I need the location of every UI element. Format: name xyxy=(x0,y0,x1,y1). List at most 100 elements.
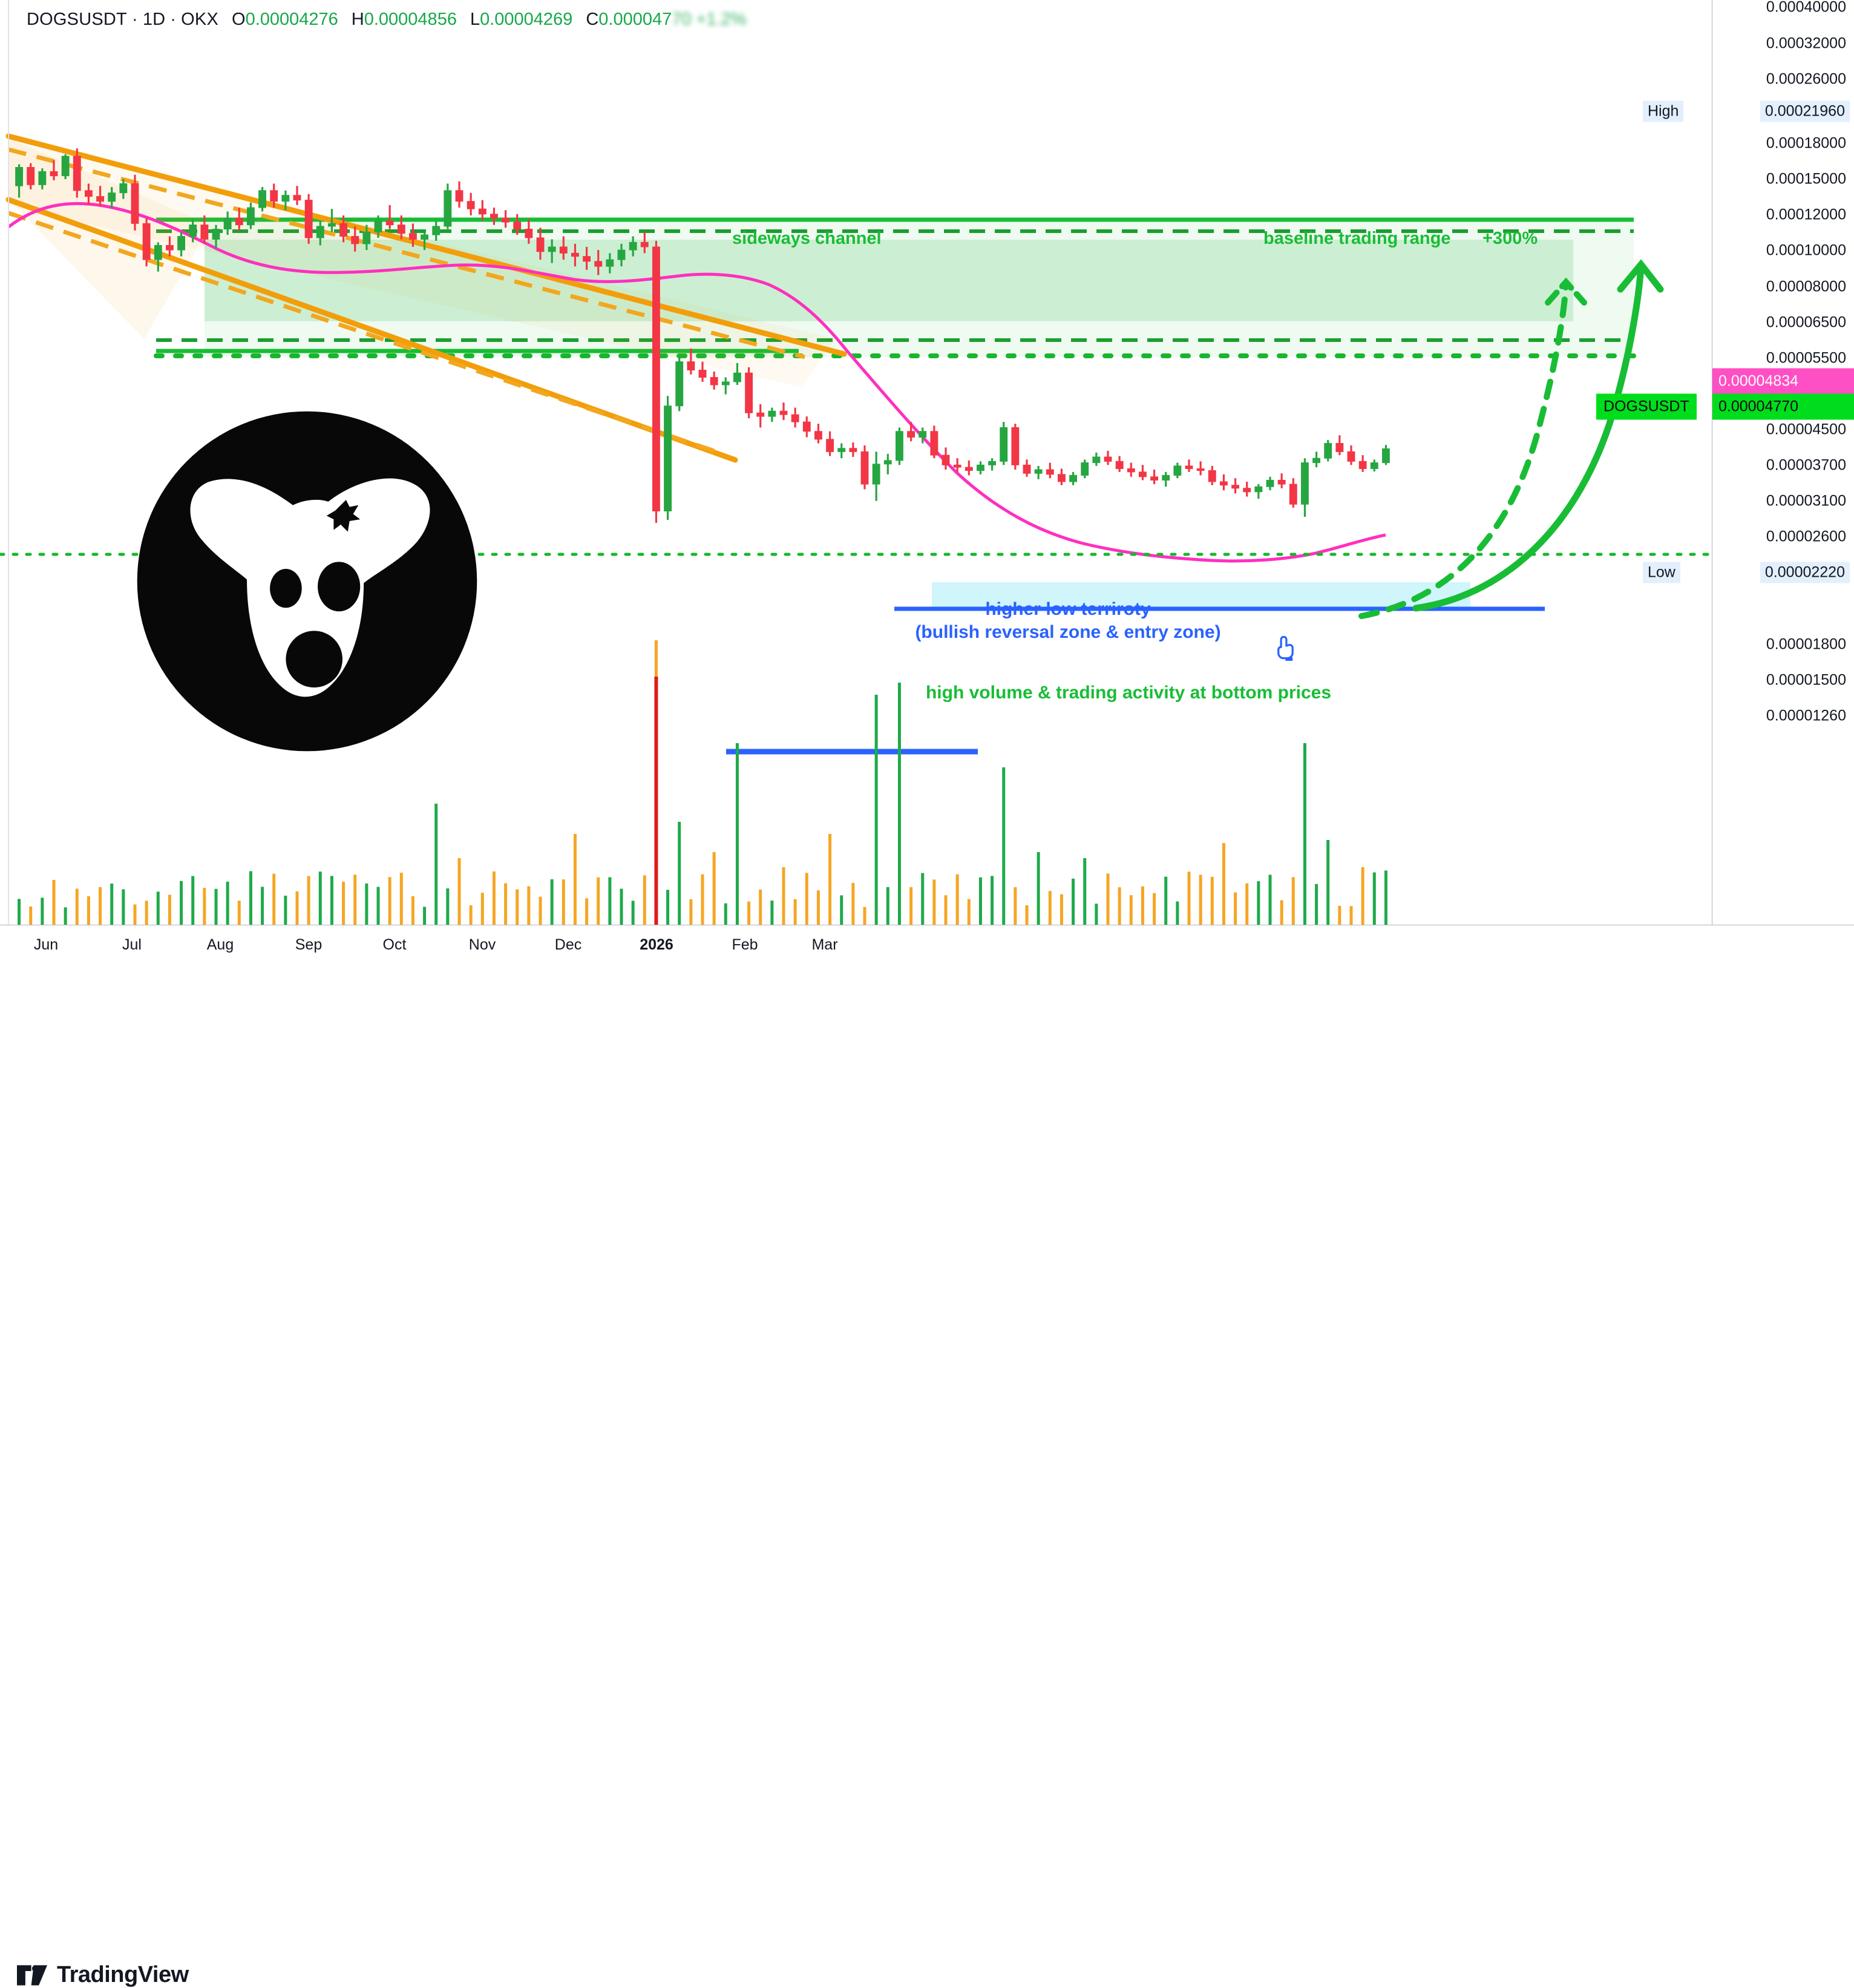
candle-body xyxy=(814,431,822,440)
legend-sep-2: · xyxy=(170,9,177,29)
tradingview-logo[interactable]: TradingView xyxy=(17,1962,189,1988)
candle-body xyxy=(849,448,857,452)
price-tick: 0.00026000 xyxy=(1766,70,1846,88)
candle-body xyxy=(1069,474,1078,482)
candle-body xyxy=(1150,476,1159,481)
price-tick: 0.00032000 xyxy=(1766,34,1846,52)
time-tick: Mar xyxy=(811,936,838,953)
candle-body xyxy=(802,421,811,432)
candle-body xyxy=(455,190,464,202)
time-tick: 2026 xyxy=(640,936,673,953)
time-tick: Jul xyxy=(122,936,142,953)
candle-body xyxy=(872,464,880,485)
chart-legend: DOGSUSDT · 1D · OKX O0.00004276 H 0.00004… xyxy=(27,8,747,30)
candle-body xyxy=(721,381,730,385)
legend-high-label: H xyxy=(351,9,364,29)
price-tick: 0.00003700 xyxy=(1766,456,1846,474)
candle-body xyxy=(907,431,916,438)
time-tick: Aug xyxy=(206,936,234,953)
candle-body xyxy=(594,261,603,267)
candle-body xyxy=(119,183,128,194)
price-tick: 0.00004500 xyxy=(1766,421,1846,438)
candle-body xyxy=(1347,451,1355,462)
legend-open-value: 0.00004276 xyxy=(245,9,338,29)
candle-body xyxy=(768,410,776,417)
candle-body xyxy=(142,223,151,260)
price-tick: 0.00006500 xyxy=(1766,313,1846,331)
annotation-baseline-trading-range: baseline trading range xyxy=(1263,229,1451,248)
candle-body xyxy=(1277,479,1286,485)
candle-body xyxy=(883,460,892,465)
candle-body xyxy=(50,171,58,177)
candle-body xyxy=(1208,470,1216,482)
price-tag-high: High xyxy=(1643,100,1684,122)
candle-body xyxy=(640,241,649,248)
legend-low: L0.00004269 xyxy=(470,10,572,30)
candle-body xyxy=(444,190,452,227)
candle-body xyxy=(583,256,591,262)
tradingview-mark-icon xyxy=(17,1964,47,1986)
price-tick: 0.00002600 xyxy=(1766,528,1846,545)
chart-canvas xyxy=(0,0,1712,925)
candle-body xyxy=(826,439,834,452)
legend-open: O0.00004276 xyxy=(232,10,338,30)
candle-body xyxy=(988,461,997,465)
candle-body xyxy=(965,467,973,471)
legend-interval[interactable]: 1D xyxy=(142,9,166,29)
price-tick-highlight: 0.00021960 xyxy=(1760,100,1850,122)
moving-average-line xyxy=(7,202,1386,563)
wedge-lower-solid xyxy=(5,197,738,463)
legend-exchange[interactable]: OKX xyxy=(181,9,218,29)
candle-body xyxy=(779,410,788,415)
candle-body xyxy=(617,249,626,260)
candle-body xyxy=(1289,484,1297,505)
candle-body xyxy=(1138,471,1147,477)
candle-body xyxy=(1219,481,1228,486)
legend-symbol[interactable]: DOGSUSDT xyxy=(27,9,127,29)
price-tick: 0.00008000 xyxy=(1766,278,1846,295)
candle-body xyxy=(1034,469,1043,474)
candle-body xyxy=(536,237,545,252)
candle-body xyxy=(675,361,684,407)
candle-body xyxy=(408,233,417,240)
projection-arrow-dashed xyxy=(1358,281,1569,619)
candle-body xyxy=(1370,462,1378,469)
legend-close: C0.00004770 +1.2% xyxy=(586,10,746,30)
candle-body xyxy=(513,221,522,230)
candle-body xyxy=(304,200,313,238)
candle-body xyxy=(860,451,869,485)
candle-body xyxy=(478,208,486,215)
chart-plot-area[interactable]: sideways channel baseline trading range … xyxy=(0,0,1712,925)
entry-zone-band xyxy=(932,582,1470,609)
price-tick: 0.00012000 xyxy=(1766,206,1846,223)
candle-body xyxy=(502,217,510,223)
candle-body xyxy=(895,431,903,461)
candle-body xyxy=(154,244,162,260)
candle-body xyxy=(27,166,35,185)
symbol-price-tag: DOGSUSDT xyxy=(1596,393,1697,420)
time-axis[interactable]: Jun Jul Aug Sep Oct Nov Dec 2026 Feb Mar xyxy=(0,925,1854,963)
candle-body xyxy=(432,226,441,235)
price-tick: 0.00001800 xyxy=(1766,635,1846,653)
price-tick: 0.00003100 xyxy=(1766,492,1846,510)
candle-body xyxy=(1081,462,1089,476)
wedge-upper-solid xyxy=(5,133,847,357)
candle-body xyxy=(15,166,24,186)
candle-body xyxy=(327,223,336,227)
pointing-hand-cursor xyxy=(1277,635,1294,661)
projection-arrow-solid-head xyxy=(1617,259,1664,293)
candle-body xyxy=(687,361,695,371)
time-tick: Nov xyxy=(468,936,496,953)
candle-body xyxy=(1057,474,1066,482)
volume-series xyxy=(18,640,1387,925)
price-axis[interactable]: 0.00040000 0.00032000 0.00026000 0.00021960… xyxy=(1596,0,1854,925)
price-tick: 0.00001500 xyxy=(1766,671,1846,689)
candle-body xyxy=(664,405,672,511)
annotation-higher-low-line-1: higher low terriroty xyxy=(985,599,1151,619)
candle-body xyxy=(548,246,556,252)
candle-body xyxy=(652,246,660,511)
candle-body xyxy=(571,252,579,257)
candle-body xyxy=(1324,443,1332,459)
last-price-badge[interactable]: 0.00004770 xyxy=(1712,393,1854,420)
legend-sep-1: · xyxy=(131,9,138,29)
